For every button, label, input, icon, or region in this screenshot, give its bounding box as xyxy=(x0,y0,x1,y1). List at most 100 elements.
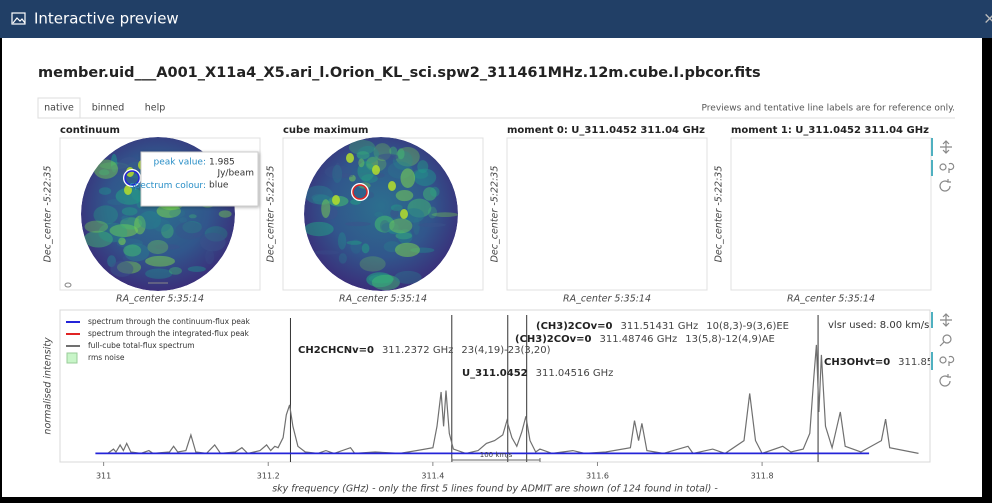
line-species: CH3OHvt=0 xyxy=(824,357,890,368)
emission xyxy=(362,243,370,253)
close-button[interactable]: × xyxy=(983,9,992,28)
sky-image xyxy=(304,137,458,291)
line-label: CH2CHCNv=0 311.2372 GHz 23(4,19)-23(3,20) xyxy=(298,345,551,356)
x-tick-label: 311.2 xyxy=(257,472,280,481)
emission xyxy=(361,174,377,183)
panel-x-label: RA_center 5:35:14 xyxy=(116,294,204,305)
header-title: Interactive preview xyxy=(34,10,179,28)
panel-title: moment 1: U_311.0452 311.04 GHz xyxy=(731,125,929,136)
panel-y-label: Dec_center -5:22:35 xyxy=(714,166,725,263)
bright-spot xyxy=(346,153,354,163)
panel-frame xyxy=(731,138,931,290)
emission xyxy=(145,269,172,279)
legend-label: full-cube total-flux spectrum xyxy=(88,341,195,350)
emission xyxy=(121,216,128,221)
emission xyxy=(85,221,108,233)
emission xyxy=(219,210,232,217)
emission xyxy=(314,250,339,254)
emission xyxy=(414,169,436,186)
emission xyxy=(428,207,437,219)
emission xyxy=(189,214,197,218)
emission xyxy=(200,233,226,252)
legend-label: spectrum through the continuum-flux peak xyxy=(88,317,250,326)
velocity-scale-label: 100 km/s xyxy=(480,451,513,459)
line-label: U_311.0452 311.04516 GHz xyxy=(462,368,613,379)
emission xyxy=(110,261,133,277)
x-axis-label: sky frequency (GHz) - only the first 5 l… xyxy=(272,484,718,495)
emission xyxy=(418,223,446,227)
emission xyxy=(123,245,141,257)
panel-y-label: Dec_center -5:22:35 xyxy=(490,166,501,263)
panel-y-label: Dec_center -5:22:35 xyxy=(43,166,54,263)
emission xyxy=(147,240,168,254)
emission xyxy=(430,187,440,197)
tooltip-value: blue xyxy=(209,181,229,191)
emission xyxy=(360,256,386,271)
tooltip-label: peak value: xyxy=(154,158,206,168)
emission xyxy=(153,219,170,232)
line-species: (CH3)2COv=0 xyxy=(515,334,592,345)
emission xyxy=(107,199,125,205)
panel-y-label: Dec_center -5:22:35 xyxy=(266,166,277,263)
legend-label: spectrum through the integrated-flux pea… xyxy=(88,329,250,338)
emission xyxy=(205,249,214,264)
emission xyxy=(391,204,403,211)
panel-x-label: RA_center 5:35:14 xyxy=(787,294,875,305)
emission xyxy=(179,217,187,223)
line-frequency: 311.2372 GHz xyxy=(382,345,453,356)
emission xyxy=(188,266,206,272)
line-species: CH2CHCNv=0 xyxy=(298,345,374,356)
panel-frame xyxy=(507,138,707,290)
bright-spot xyxy=(400,209,408,219)
line-transition: 10(8,3)-9(3,6)EE xyxy=(706,321,789,332)
emission xyxy=(397,148,404,159)
emission xyxy=(380,220,390,232)
tooltip-unit: Jy/beam xyxy=(216,169,254,179)
x-tick-label: 311 xyxy=(96,472,111,481)
x-tick-label: 311.6 xyxy=(586,472,609,481)
y-axis-label: normalised intensity xyxy=(43,337,54,435)
bright-spot xyxy=(388,181,396,191)
emission xyxy=(374,212,383,217)
legend-swatch xyxy=(67,353,77,363)
file-name: member.uid___A001_X11a4_X5.ari_l.Orion_K… xyxy=(38,65,761,81)
emission xyxy=(347,241,362,245)
line-transition: 23(4,19)-23(3,20) xyxy=(461,345,550,356)
line-species: (CH3)2COv=0 xyxy=(536,321,613,332)
emission xyxy=(99,187,111,195)
emission xyxy=(304,222,334,236)
tab[interactable]: binned xyxy=(92,103,125,114)
emission xyxy=(305,186,333,205)
legend-label: rms noise xyxy=(88,353,125,362)
emission xyxy=(145,256,175,267)
line-frequency: 311.04516 GHz xyxy=(536,368,614,379)
x-tick-label: 311.4 xyxy=(421,472,444,481)
bright-spot xyxy=(332,195,340,205)
line-frequency: 311.48746 GHz xyxy=(599,334,677,345)
vlsr-label: vlsr used: 8.00 km/s xyxy=(828,320,929,331)
emission xyxy=(378,154,399,161)
line-transition: 13(5,8)-12(4,9)AE xyxy=(685,334,775,345)
tooltip-label: spectrum colour: xyxy=(130,181,206,191)
tab[interactable]: help xyxy=(145,103,166,114)
panel-x-label: RA_center 5:35:14 xyxy=(339,294,427,305)
panel-x-label: RA_center 5:35:14 xyxy=(563,294,651,305)
emission xyxy=(389,218,412,233)
tooltip-value: 1.985 xyxy=(209,158,235,168)
emission xyxy=(345,222,371,226)
x-tick-label: 311.8 xyxy=(751,472,774,481)
panel-title: moment 0: U_311.0452 311.04 GHz xyxy=(507,125,705,136)
emission xyxy=(175,222,204,240)
panel-title: cube maximum xyxy=(283,125,368,136)
line-label: CH3OHvt=0311.8526 xyxy=(824,357,946,368)
emission xyxy=(122,207,138,216)
line-label: (CH3)2COv=0 311.48746 GHz 13(5,8)-12(4,9)A… xyxy=(515,334,775,345)
emission xyxy=(358,159,364,168)
line-frequency: 311.51431 GHz xyxy=(620,321,698,332)
preview-window: Interactive preview × member.uid___A001_… xyxy=(0,0,992,499)
emission xyxy=(169,267,182,275)
line-species: U_311.0452 xyxy=(462,368,528,379)
tab[interactable]: native xyxy=(44,103,74,114)
emission xyxy=(338,232,346,249)
emission xyxy=(321,199,330,218)
